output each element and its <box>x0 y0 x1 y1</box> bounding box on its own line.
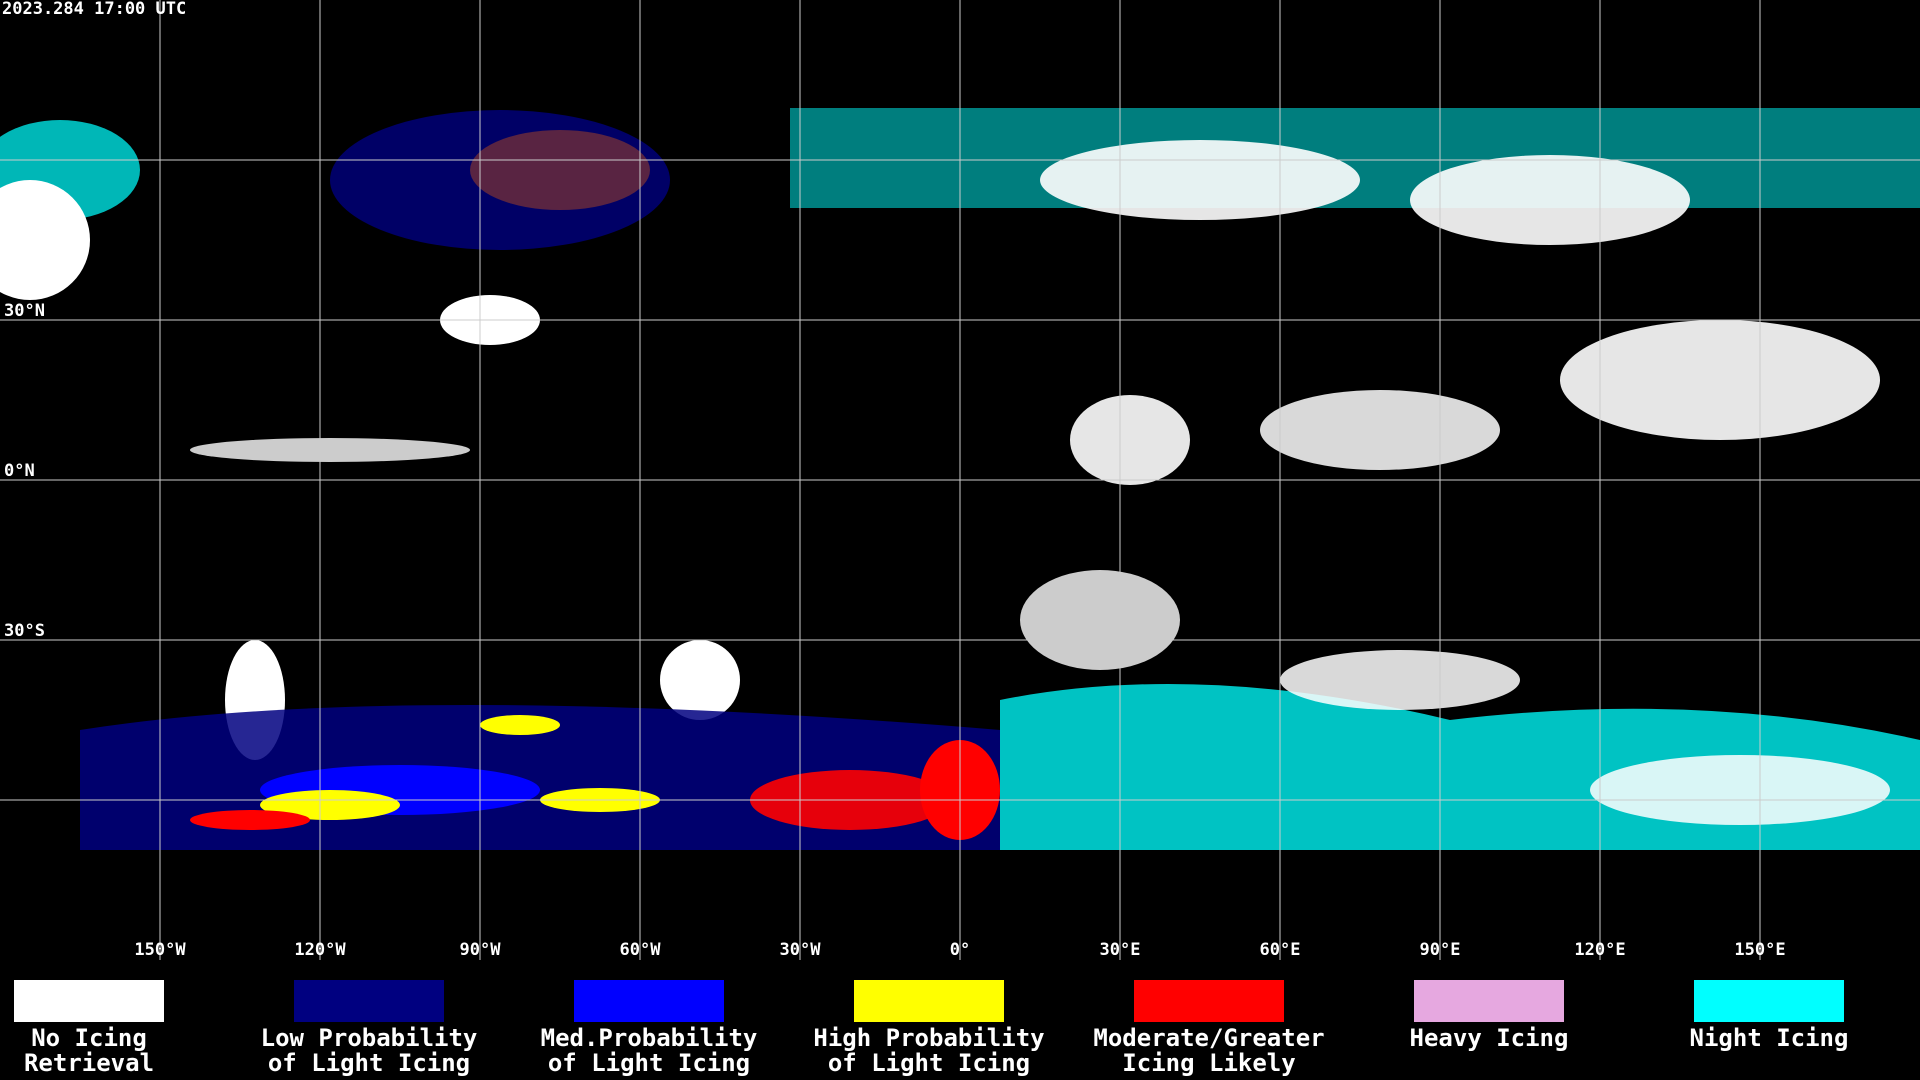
cloud <box>1560 320 1880 440</box>
legend-label: Moderate/Greater <box>1093 1024 1324 1052</box>
legend-label: Heavy Icing <box>1410 1024 1569 1052</box>
cloud <box>1070 395 1190 485</box>
legend-label: Night Icing <box>1690 1024 1849 1052</box>
lon-label: 30°W <box>780 940 822 960</box>
lat-label: 30°S <box>4 621 45 641</box>
cloud <box>1280 650 1520 710</box>
lon-label: 120°W <box>294 940 346 960</box>
legend-label: Icing Likely <box>1122 1049 1295 1077</box>
legend-swatch <box>1694 980 1844 1022</box>
legend-label: No Icing <box>31 1024 147 1052</box>
cloud <box>1590 755 1890 825</box>
lon-label: 90°W <box>460 940 502 960</box>
cloud <box>1410 155 1690 245</box>
cloud <box>0 180 90 300</box>
legend-swatch <box>294 980 444 1022</box>
cloud <box>1020 570 1180 670</box>
timestamp: 2023.284 17:00 UTC <box>2 0 186 19</box>
cloud <box>1260 390 1500 470</box>
legend-swatch <box>1134 980 1284 1022</box>
legend-label: Retrieval <box>24 1049 154 1077</box>
legend-label: Low Probability <box>261 1024 478 1052</box>
lon-label: 60°W <box>620 940 662 960</box>
legend-swatch <box>854 980 1004 1022</box>
legend-label: of Light Icing <box>268 1049 470 1077</box>
lon-label: 0° <box>950 940 970 960</box>
lon-label: 30°E <box>1100 940 1141 960</box>
low-icing <box>330 110 670 250</box>
high-icing <box>260 790 400 820</box>
cloud <box>660 640 740 720</box>
high-icing <box>480 715 560 735</box>
lon-label: 120°E <box>1574 940 1625 960</box>
legend-swatch <box>14 980 164 1022</box>
lon-label: 60°E <box>1260 940 1301 960</box>
night-icing-band <box>790 108 1920 208</box>
legend-label: Med.Probability <box>541 1024 758 1052</box>
legend-label: of Light Icing <box>828 1049 1030 1077</box>
legend-label: of Light Icing <box>548 1049 750 1077</box>
cloud <box>190 438 470 462</box>
lon-label: 150°W <box>134 940 186 960</box>
lon-label: 150°E <box>1734 940 1785 960</box>
legend-swatch <box>574 980 724 1022</box>
lat-label: 0°N <box>4 461 35 481</box>
lat-label: 30°N <box>4 301 45 321</box>
lon-label: 90°E <box>1420 940 1461 960</box>
legend-label: High Probability <box>813 1024 1044 1052</box>
icing-patch <box>470 130 650 210</box>
graticule: 150°W 120°W 90°W 60°W 30°W 0° 30°E 60°E 90°E 120°… <box>0 0 1920 960</box>
moderate-icing <box>190 810 310 830</box>
legend-swatch <box>1414 980 1564 1022</box>
cloud <box>1040 140 1360 220</box>
